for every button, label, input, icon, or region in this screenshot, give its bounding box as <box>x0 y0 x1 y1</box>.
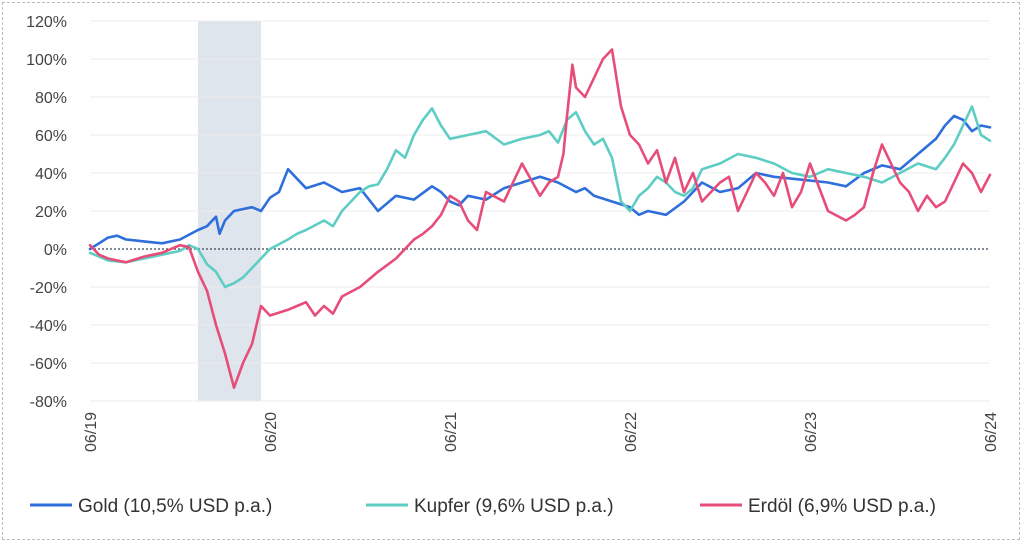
y-tick-label: -80% <box>30 394 67 411</box>
series-kupfer-line <box>88 105 992 289</box>
x-tick-label: 06/24 <box>983 412 1000 452</box>
series-gold-line <box>88 114 992 251</box>
x-tick-label: 06/20 <box>263 412 280 452</box>
x-axis: 06/19 06/20 06/21 06/22 06/23 06/24 <box>83 412 1000 452</box>
x-tick-label: 06/23 <box>803 412 820 452</box>
legend: Gold (10,5% USD p.a.) Kupfer (9,6% USD p… <box>30 496 936 517</box>
y-tick-label: 60% <box>35 128 67 145</box>
y-tick-label: -40% <box>30 318 67 335</box>
x-tick-label: 06/19 <box>83 412 100 452</box>
grid-layer <box>90 20 990 402</box>
legend-label-erdoel: Erdöl (6,9% USD p.a.) <box>748 496 936 517</box>
legend-label-gold: Gold (10,5% USD p.a.) <box>78 496 272 517</box>
y-tick-label: 40% <box>35 166 67 183</box>
y-axis: 120% 100% 80% 60% 40% 20% 0% -20% -40% -60% -80% <box>26 14 67 411</box>
series-layer <box>88 48 992 390</box>
legend-label-kupfer: Kupfer (9,6% USD p.a.) <box>414 496 614 517</box>
series-erdoel-line <box>88 48 992 390</box>
y-tick-label: 0% <box>44 242 67 259</box>
y-tick-label: 120% <box>26 14 67 31</box>
x-tick-label: 06/22 <box>623 412 640 452</box>
x-tick-label: 06/21 <box>443 412 460 452</box>
y-tick-label: 100% <box>26 52 67 69</box>
y-tick-label: 20% <box>35 204 67 221</box>
y-tick-label: 80% <box>35 90 67 107</box>
y-tick-label: -20% <box>30 280 67 297</box>
y-tick-label: -60% <box>30 356 67 373</box>
